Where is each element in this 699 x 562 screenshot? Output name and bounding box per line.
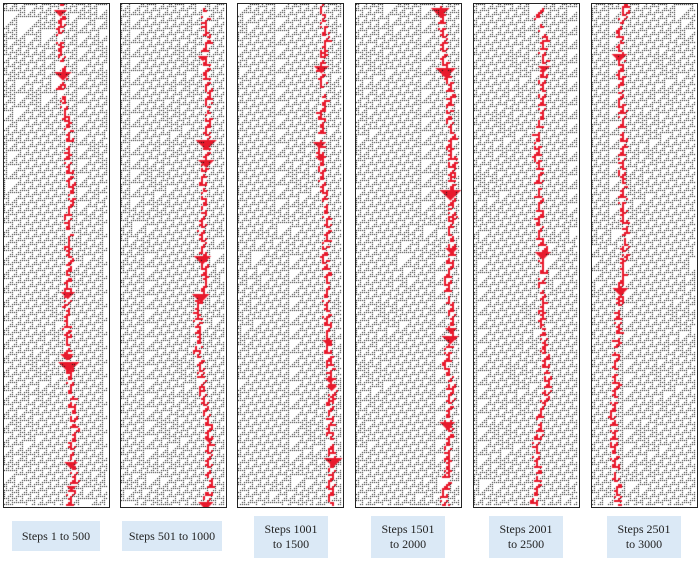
ca-grid-4 — [356, 4, 461, 507]
ca-panel-6 — [591, 3, 698, 508]
ca-grid-5 — [474, 4, 579, 507]
ca-panel-1 — [3, 3, 110, 508]
caption-panel-5: Steps 2001 to 2500 — [489, 516, 563, 558]
caption-panel-2: Steps 501 to 1000 — [122, 521, 222, 551]
ca-grid-2 — [121, 4, 226, 507]
ca-panel-2 — [120, 3, 227, 508]
ca-grid-1 — [4, 4, 109, 507]
caption-panel-6: Steps 2501 to 3000 — [607, 516, 681, 558]
ca-grid-6 — [592, 4, 697, 507]
ca-grid-3 — [238, 4, 343, 507]
ca-panel-4 — [355, 3, 462, 508]
ca-panel-5 — [473, 3, 580, 508]
ca-panel-3 — [237, 3, 344, 508]
caption-panel-4: Steps 1501 to 2000 — [371, 516, 445, 558]
caption-panel-3: Steps 1001 to 1500 — [254, 516, 328, 558]
caption-panel-1: Steps 1 to 500 — [12, 521, 100, 551]
